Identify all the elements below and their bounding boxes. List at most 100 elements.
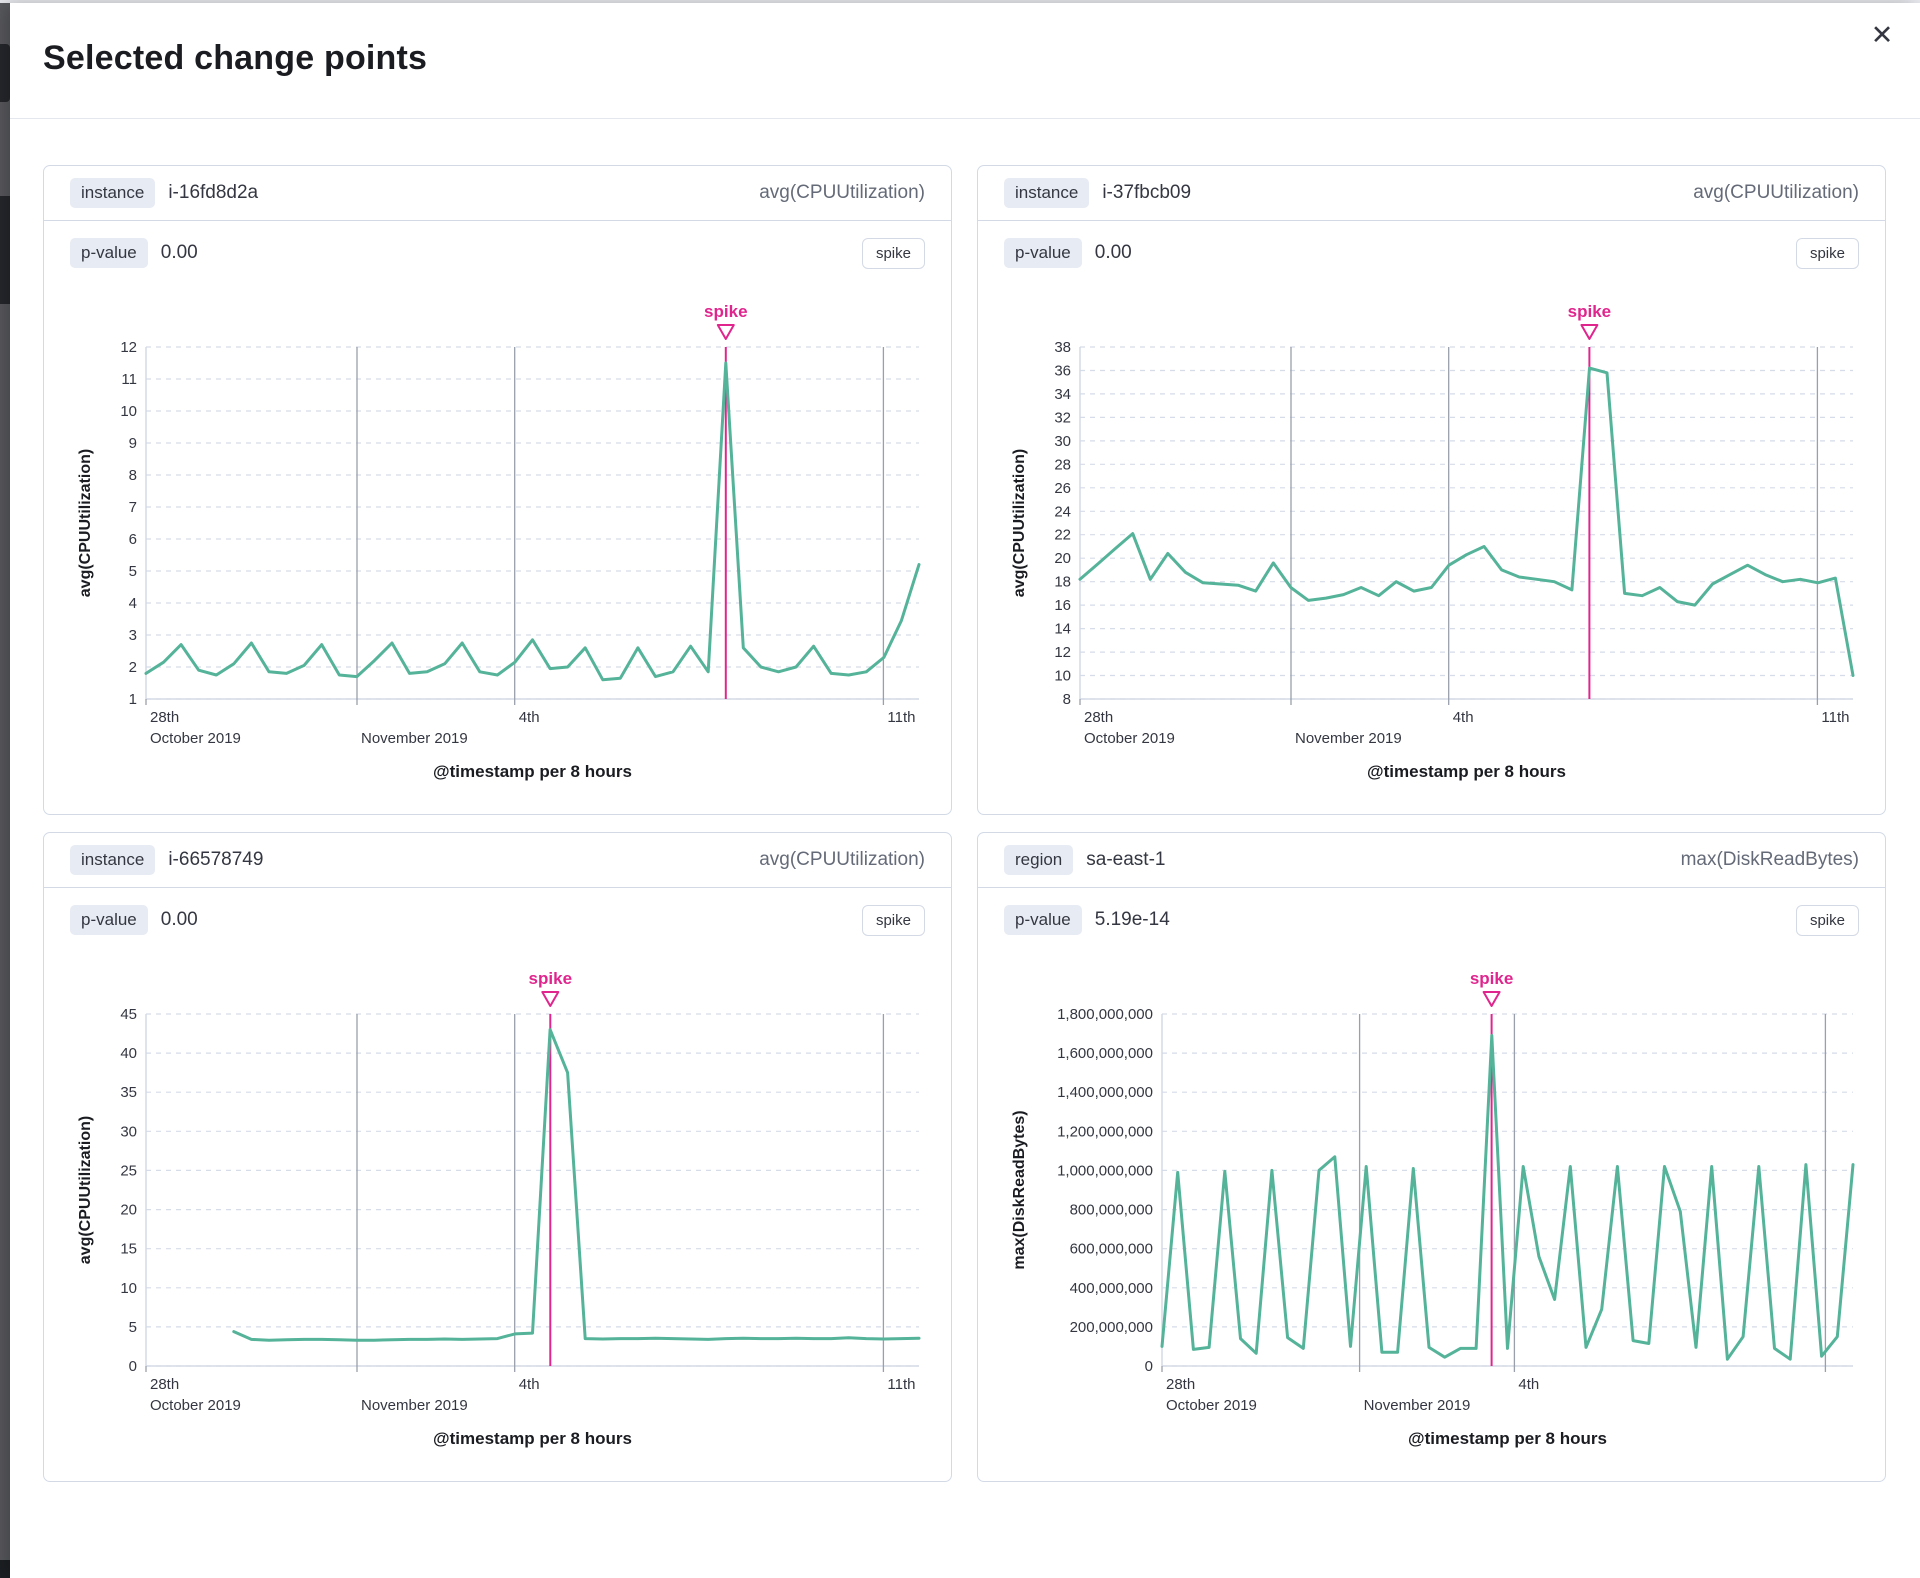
svg-text:@timestamp per 8 hours: @timestamp per 8 hours bbox=[1408, 1429, 1607, 1448]
svg-text:4th: 4th bbox=[519, 709, 540, 726]
card-header: region sa-east-1 max(DiskReadBytes) bbox=[978, 833, 1885, 888]
background-top-edge bbox=[0, 0, 1920, 3]
svg-text:November 2019: November 2019 bbox=[361, 1397, 468, 1414]
svg-text:30: 30 bbox=[1054, 433, 1071, 450]
card-header: instance i-16fd8d2a avg(CPUUtilization) bbox=[44, 166, 951, 221]
svg-text:October 2019: October 2019 bbox=[1084, 730, 1175, 747]
close-icon[interactable]: ✕ bbox=[1862, 15, 1902, 55]
group-value: i-37fbcb09 bbox=[1102, 181, 1192, 203]
p-value: 0.00 bbox=[160, 908, 198, 930]
change-point-chart: 0 5 10 15 20 25 30 35 40 45 28th October 2019 Novemb… bbox=[77, 969, 921, 1448]
svg-text:800,000,000: 800,000,000 bbox=[1070, 1202, 1153, 1219]
svg-text:2: 2 bbox=[129, 659, 137, 676]
svg-text:1,800,000,000: 1,800,000,000 bbox=[1057, 1006, 1153, 1023]
change-point-card: instance i-16fd8d2a avg(CPUUtilization) … bbox=[43, 165, 952, 815]
svg-text:November 2019: November 2019 bbox=[361, 730, 468, 747]
p-value: 0.00 bbox=[160, 241, 198, 263]
svg-text:October 2019: October 2019 bbox=[150, 730, 241, 747]
svg-text:October 2019: October 2019 bbox=[150, 1397, 241, 1414]
p-value-badge: p-value bbox=[1004, 905, 1082, 935]
change-type-badge: spike bbox=[1795, 237, 1859, 269]
svg-text:4th: 4th bbox=[1453, 709, 1474, 726]
background-block bbox=[0, 1560, 10, 1578]
background-block bbox=[0, 44, 10, 102]
background-page-sliver bbox=[0, 0, 10, 1578]
svg-text:spike: spike bbox=[1470, 969, 1513, 988]
group-value: i-66578749 bbox=[168, 848, 264, 870]
svg-text:spike: spike bbox=[529, 969, 572, 988]
svg-text:28th: 28th bbox=[150, 709, 179, 726]
p-value: 5.19e-14 bbox=[1094, 908, 1170, 930]
svg-text:28th: 28th bbox=[150, 1376, 179, 1393]
svg-text:11th: 11th bbox=[887, 709, 915, 726]
svg-text:spike: spike bbox=[1568, 302, 1611, 321]
svg-text:8: 8 bbox=[1063, 691, 1071, 708]
svg-text:10: 10 bbox=[120, 1280, 137, 1297]
svg-text:4th: 4th bbox=[1518, 1376, 1539, 1393]
svg-text:October 2019: October 2019 bbox=[1166, 1397, 1257, 1414]
svg-text:0: 0 bbox=[1145, 1358, 1153, 1375]
modal-header: Selected change points ✕ bbox=[10, 3, 1920, 119]
svg-text:11th: 11th bbox=[1821, 709, 1849, 726]
svg-text:12: 12 bbox=[120, 339, 137, 356]
svg-text:avg(CPUUtilization): avg(CPUUtilization) bbox=[77, 1116, 94, 1264]
svg-text:28th: 28th bbox=[1084, 709, 1113, 726]
card-header: instance i-37fbcb09 avg(CPUUtilization) bbox=[978, 166, 1885, 221]
svg-text:9: 9 bbox=[129, 435, 137, 452]
svg-text:@timestamp per 8 hours: @timestamp per 8 hours bbox=[433, 762, 632, 781]
group-field-badge: instance bbox=[1004, 178, 1090, 208]
svg-text:5: 5 bbox=[129, 1319, 137, 1336]
svg-text:11th: 11th bbox=[887, 1376, 915, 1393]
svg-text:10: 10 bbox=[120, 403, 137, 420]
change-type-badge: spike bbox=[1795, 904, 1859, 936]
svg-text:spike: spike bbox=[704, 302, 747, 321]
group-value: i-16fd8d2a bbox=[168, 181, 259, 203]
p-value-badge: p-value bbox=[70, 238, 148, 268]
svg-text:avg(CPUUtilization): avg(CPUUtilization) bbox=[1011, 449, 1028, 597]
p-value: 0.00 bbox=[1094, 241, 1132, 263]
p-value-badge: p-value bbox=[1004, 238, 1082, 268]
svg-text:11: 11 bbox=[121, 371, 137, 388]
change-point-card: region sa-east-1 max(DiskReadBytes) p-va… bbox=[977, 832, 1886, 1482]
svg-text:40: 40 bbox=[120, 1045, 137, 1062]
card-subheader: p-value 5.19e-14 spike bbox=[978, 888, 1885, 952]
change-point-card: instance i-66578749 avg(CPUUtilization) … bbox=[43, 832, 952, 1482]
card-subheader: p-value 0.00 spike bbox=[978, 221, 1885, 285]
metric-label: avg(CPUUtilization) bbox=[759, 182, 925, 203]
svg-text:600,000,000: 600,000,000 bbox=[1070, 1241, 1153, 1258]
svg-text:max(DiskReadBytes): max(DiskReadBytes) bbox=[1011, 1110, 1028, 1269]
p-value-badge: p-value bbox=[70, 905, 148, 935]
svg-text:200,000,000: 200,000,000 bbox=[1070, 1319, 1153, 1336]
selected-change-points-modal: Selected change points ✕ instance i-16fd… bbox=[10, 3, 1920, 1578]
svg-text:4th: 4th bbox=[519, 1376, 540, 1393]
svg-text:18: 18 bbox=[1054, 574, 1071, 591]
svg-text:3: 3 bbox=[129, 627, 137, 644]
group-field-badge: instance bbox=[70, 178, 156, 208]
card-subheader: p-value 0.00 spike bbox=[44, 221, 951, 285]
metric-label: avg(CPUUtilization) bbox=[759, 849, 925, 870]
svg-text:32: 32 bbox=[1054, 409, 1071, 426]
svg-text:24: 24 bbox=[1054, 503, 1071, 520]
change-point-chart: 8 10 12 14 16 18 20 22 24 26 28 30 32 34 36 38 28th Octob… bbox=[1011, 302, 1855, 781]
svg-text:@timestamp per 8 hours: @timestamp per 8 hours bbox=[1367, 762, 1566, 781]
svg-text:14: 14 bbox=[1054, 621, 1071, 638]
change-type-badge: spike bbox=[861, 237, 925, 269]
card-header: instance i-66578749 avg(CPUUtilization) bbox=[44, 833, 951, 888]
change-point-grid: instance i-16fd8d2a avg(CPUUtilization) … bbox=[43, 165, 1886, 1482]
svg-text:28th: 28th bbox=[1166, 1376, 1195, 1393]
svg-text:34: 34 bbox=[1054, 386, 1071, 403]
svg-text:1,400,000,000: 1,400,000,000 bbox=[1057, 1084, 1153, 1101]
svg-text:12: 12 bbox=[1054, 644, 1071, 661]
svg-text:November 2019: November 2019 bbox=[1364, 1397, 1471, 1414]
svg-text:15: 15 bbox=[120, 1241, 137, 1258]
group-value: sa-east-1 bbox=[1086, 848, 1166, 870]
metric-label: max(DiskReadBytes) bbox=[1680, 849, 1859, 870]
svg-text:1,000,000,000: 1,000,000,000 bbox=[1057, 1162, 1153, 1179]
change-point-card: instance i-37fbcb09 avg(CPUUtilization) … bbox=[977, 165, 1886, 815]
card-subheader: p-value 0.00 spike bbox=[44, 888, 951, 952]
svg-text:6: 6 bbox=[129, 531, 137, 548]
svg-text:22: 22 bbox=[1054, 527, 1071, 544]
svg-text:1,600,000,000: 1,600,000,000 bbox=[1057, 1045, 1153, 1062]
background-block bbox=[0, 196, 10, 304]
